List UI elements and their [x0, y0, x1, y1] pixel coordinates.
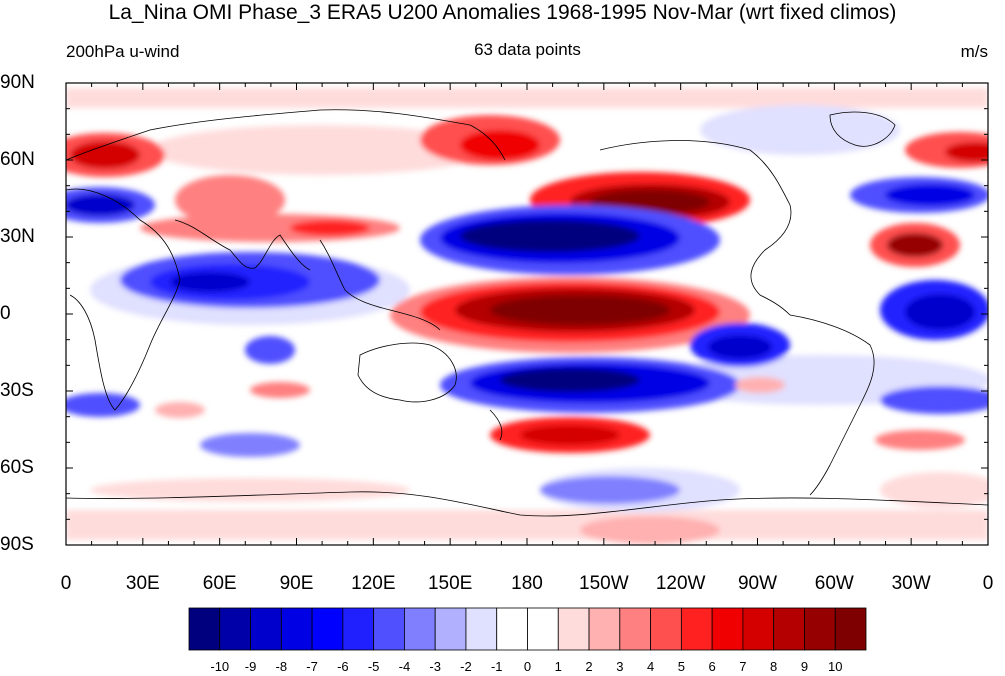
colorbar-swatch [773, 607, 805, 651]
colorbar-swatch [804, 607, 836, 651]
lon-label: 30W [891, 573, 931, 594]
colorbar-tick-label: 4 [646, 659, 655, 674]
colorbar-swatch [219, 607, 251, 651]
colorbar-tick-label: -7 [306, 659, 318, 674]
colorbar-tick-label: 9 [800, 659, 809, 674]
lat-label: 30N [0, 226, 35, 247]
colorbar-tick-label: -5 [367, 659, 380, 674]
lat-label: 60N [0, 149, 35, 170]
lon-label: 0 [982, 573, 994, 594]
lon-label: 180 [511, 573, 543, 594]
colorbar-swatch [557, 607, 590, 651]
colorbar-tick-label: -4 [398, 659, 411, 674]
colorbar-swatch [250, 607, 282, 651]
lon-label: 90W [737, 573, 778, 594]
axis-ticks [65, 82, 989, 546]
units-label: m/s [960, 42, 988, 61]
colorbar-tick-label: 7 [739, 659, 747, 674]
colorbar-swatch [342, 607, 375, 651]
colorbar-swatch [588, 607, 621, 651]
sample-count-label: 63 data points [474, 40, 581, 59]
colorbar-swatch [496, 607, 528, 651]
colorbar-swatch [527, 607, 559, 651]
colorbar-tick-label: -2 [460, 659, 472, 674]
colorbar [188, 607, 867, 651]
colorbar-tick-label: 0 [523, 659, 532, 674]
colorbar-tick-label: 2 [585, 659, 593, 674]
lat-label: 0 [0, 303, 11, 324]
colorbar-swatch [465, 607, 498, 651]
colorbar-tick-label: -9 [244, 659, 257, 674]
colorbar-swatch [434, 607, 467, 651]
colorbar-tick-label: -1 [490, 659, 503, 674]
variable-label: 200hPa u-wind [66, 42, 180, 61]
lat-label: 60S [0, 457, 34, 478]
lon-label: 60E [202, 573, 237, 594]
lat-label: 90N [0, 72, 35, 93]
figure-title: La_Nina OMI Phase_3 ERA5 U200 Anomalies … [108, 1, 897, 24]
colorbar-swatch [373, 607, 405, 651]
colorbar-tick-label: -6 [337, 659, 349, 674]
colorbar-swatch [280, 607, 313, 651]
lat-label: 30S [0, 380, 34, 401]
colorbar-swatch [404, 607, 436, 651]
lon-label: 120W [655, 573, 706, 594]
coastlines [66, 109, 988, 517]
lon-label: 60W [814, 573, 854, 594]
anomaly-field [66, 83, 988, 545]
colorbar-tick-label: -3 [429, 659, 441, 674]
lon-label: 30E [125, 573, 160, 594]
colorbar-tick-label: 10 [827, 659, 843, 674]
colorbar-swatch [742, 607, 775, 651]
colorbar-tick-label: 8 [770, 659, 778, 674]
colorbar-swatch [711, 607, 744, 651]
colorbar-tick-label: 1 [554, 659, 562, 674]
lat-label: 90S [0, 534, 34, 555]
lon-label: 0 [60, 573, 72, 594]
colorbar-swatch [680, 607, 713, 651]
colorbar-swatch [619, 607, 651, 651]
lon-label: 150W [579, 573, 629, 594]
colorbar-swatch [311, 607, 344, 651]
lon-label: 120E [351, 573, 396, 594]
colorbar-swatch [650, 607, 682, 651]
colorbar-tick-label: -8 [275, 659, 288, 674]
colorbar-tick-label: -10 [210, 659, 230, 674]
lon-label: 150E [427, 573, 473, 594]
colorbar-swatch [188, 607, 221, 651]
colorbar-swatch [834, 607, 867, 651]
colorbar-tick-label: 6 [708, 659, 716, 674]
colorbar-tick-label: 3 [616, 659, 624, 674]
lon-label: 90E [279, 573, 314, 594]
colorbar-tick-label: 5 [677, 659, 685, 674]
